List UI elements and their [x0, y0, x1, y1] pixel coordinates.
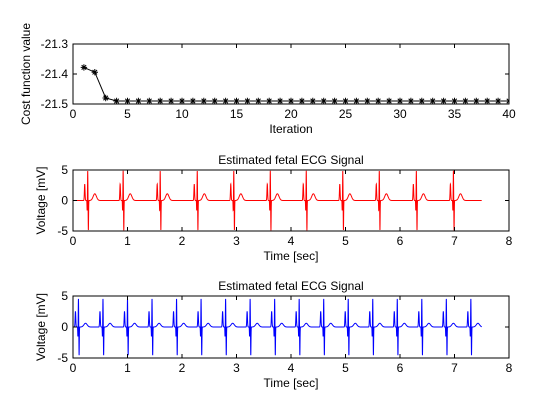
x-tick-label: 10: [175, 107, 189, 121]
plot-area: [73, 298, 482, 356]
x-tick-label: 40: [502, 107, 516, 121]
x-tick-label: 0: [70, 234, 77, 248]
data-point-marker: [429, 97, 436, 104]
y-tick-label: -21.5: [41, 97, 69, 111]
data-point-marker: [353, 97, 360, 104]
data-point-marker: [167, 97, 175, 104]
x-tick-label: 6: [397, 361, 404, 375]
data-point-marker: [113, 97, 120, 104]
x-tick-label: 1: [124, 234, 131, 248]
axes-frame: [72, 43, 510, 105]
ecg-signal-line: [73, 298, 482, 356]
cost-series-line: [83, 66, 509, 102]
x-tick-label: 7: [451, 234, 458, 248]
data-point-marker: [266, 97, 273, 104]
x-tick-label: 8: [506, 361, 513, 375]
data-point-marker: [80, 64, 88, 71]
plot-area: [75, 170, 482, 231]
y-tick-label: -21.3: [41, 37, 69, 51]
x-tick-label: 0: [70, 361, 77, 375]
data-point-marker: [222, 97, 229, 104]
cost-function-axes: 0 5 10 15 20 25 30 35 40 -21.5 -21.4 -21.3 Iteration…: [19, 23, 516, 136]
x-tick-label: 25: [339, 107, 353, 121]
data-point-marker: [211, 97, 218, 104]
ecg-signal-line: [75, 170, 482, 231]
x-tick-label: 15: [230, 107, 244, 121]
data-point-marker: [298, 97, 306, 104]
x-tick-label: 2: [179, 361, 186, 375]
y-axis-label: Voltage [mV]: [34, 166, 48, 234]
data-point-marker: [375, 97, 382, 104]
x-tick-label: 5: [342, 234, 349, 248]
data-point-marker: [200, 97, 207, 104]
data-point-marker: [418, 97, 425, 104]
x-tick-label: 35: [448, 107, 462, 121]
data-point-marker: [364, 97, 371, 104]
data-point-marker: [189, 97, 197, 104]
data-point-marker: [440, 97, 447, 104]
data-point-marker: [331, 97, 338, 104]
data-point-marker: [484, 97, 491, 104]
data-point-marker: [135, 97, 142, 104]
y-tick-label: 0: [61, 194, 68, 208]
data-point-marker: [244, 97, 251, 104]
x-tick-label: 7: [451, 361, 458, 375]
x-tick-label: 5: [342, 361, 349, 375]
y-tick-label: -5: [57, 351, 68, 365]
data-point-marker: [473, 97, 480, 104]
x-tick-label: 3: [233, 361, 240, 375]
x-axis-label: Time [sec]: [264, 249, 319, 263]
y-axis-label: Cost function value: [19, 23, 33, 125]
y-tick-label: -21.4: [41, 67, 69, 81]
x-tick-label: 1: [124, 361, 131, 375]
data-point-marker: [309, 97, 316, 104]
data-point-marker: [385, 97, 393, 104]
x-tick-label: 5: [124, 107, 131, 121]
data-point-marker: [407, 97, 415, 104]
chart-title: Estimated fetal ECG Signal: [218, 279, 363, 293]
chart-title: Estimated fetal ECG Signal: [218, 153, 363, 167]
y-tick-label: -5: [57, 224, 68, 238]
x-tick-label: 6: [397, 234, 404, 248]
x-axis-label: Iteration: [269, 122, 312, 136]
x-tick-label: 4: [288, 361, 295, 375]
y-axis-label: Voltage [mV]: [34, 293, 48, 361]
plot-area: [80, 64, 509, 104]
data-point-marker: [320, 97, 327, 104]
x-tick-label: 8: [506, 234, 513, 248]
x-tick-label: 0: [70, 107, 77, 121]
data-point-marker: [157, 97, 164, 104]
data-point-marker: [146, 97, 153, 104]
x-axis-label: Time [sec]: [264, 376, 319, 390]
data-point-marker: [494, 97, 502, 104]
data-point-marker: [462, 97, 469, 104]
x-tick-label: 20: [284, 107, 298, 121]
data-point-marker: [91, 69, 98, 76]
y-tick-label: 5: [61, 163, 68, 177]
x-tick-label: 3: [233, 234, 240, 248]
x-tick-label: 4: [288, 234, 295, 248]
x-tick-label: 2: [179, 234, 186, 248]
data-point-marker: [255, 97, 262, 104]
data-point-marker: [102, 94, 109, 102]
y-tick-label: 0: [61, 320, 68, 334]
x-tick-label: 30: [393, 107, 407, 121]
y-tick-label: 5: [61, 289, 68, 303]
data-point-marker: [276, 97, 284, 104]
